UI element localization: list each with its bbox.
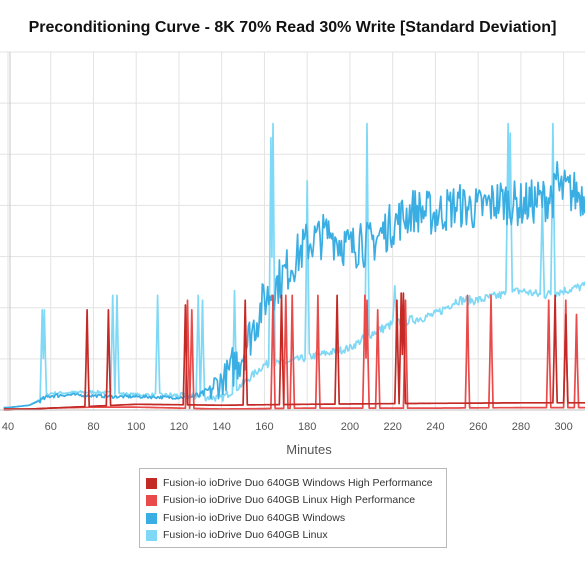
x-tick-label: 80: [87, 421, 99, 433]
x-tick-label: 260: [469, 421, 487, 433]
x-tick-label: 240: [426, 421, 444, 433]
legend-label: Fusion-io ioDrive Duo 640GB Windows: [163, 512, 346, 524]
x-tick-label: 300: [554, 421, 572, 433]
legend-item-windows[interactable]: Fusion-io ioDrive Duo 640GB Windows: [146, 510, 345, 526]
grid-lines: [0, 51, 585, 411]
legend: Fusion-io ioDrive Duo 640GB Windows High…: [139, 468, 447, 548]
series-layer: [3, 122, 585, 411]
series-1: [3, 294, 585, 411]
x-tick-label: 180: [298, 421, 316, 433]
x-tick-label: 40: [2, 421, 14, 433]
x-tick-label: 200: [341, 421, 359, 433]
x-tick-label: 220: [383, 421, 401, 433]
legend-swatch: [146, 529, 157, 541]
series-2: [3, 160, 585, 409]
x-axis-title: Minutes: [286, 442, 332, 457]
chart-title: Preconditioning Curve - 8K 70% Read 30% …: [28, 19, 557, 36]
legend-label: Fusion-io ioDrive Duo 640GB Linux High P…: [163, 494, 416, 506]
series-0: [3, 292, 585, 410]
series-3: [3, 122, 585, 409]
legend-label: Fusion-io ioDrive Duo 640GB Windows High…: [163, 477, 433, 489]
legend-item-windows-high-performance[interactable]: Fusion-io ioDrive Duo 640GB Windows High…: [146, 475, 433, 491]
series-line: [3, 160, 585, 409]
series-line: [3, 292, 585, 410]
legend-swatch: [146, 512, 157, 524]
legend-item-linux[interactable]: Fusion-io ioDrive Duo 640GB Linux: [146, 527, 328, 543]
legend-swatch: [146, 477, 157, 489]
x-tick-label: 100: [127, 421, 145, 433]
legend-item-linux-high-performance[interactable]: Fusion-io ioDrive Duo 640GB Linux High P…: [146, 492, 415, 508]
x-tick-label: 120: [170, 421, 188, 433]
legend-swatch: [146, 494, 157, 506]
x-tick-label: 160: [255, 421, 273, 433]
series-line: [3, 122, 585, 409]
chart-plot: 40 60 80 100 120 140 160 180 200 220 240 260 280 300 …: [0, 51, 585, 457]
x-tick-label: 280: [512, 421, 530, 433]
legend-label: Fusion-io ioDrive Duo 640GB Linux: [163, 529, 328, 541]
x-tick-label: 60: [45, 421, 57, 433]
x-tick-label: 140: [213, 421, 231, 433]
x-axis: 40 60 80 100 120 140 160 180 200 220 240 260 280 300: [0, 409, 585, 433]
series-line: [3, 294, 585, 411]
